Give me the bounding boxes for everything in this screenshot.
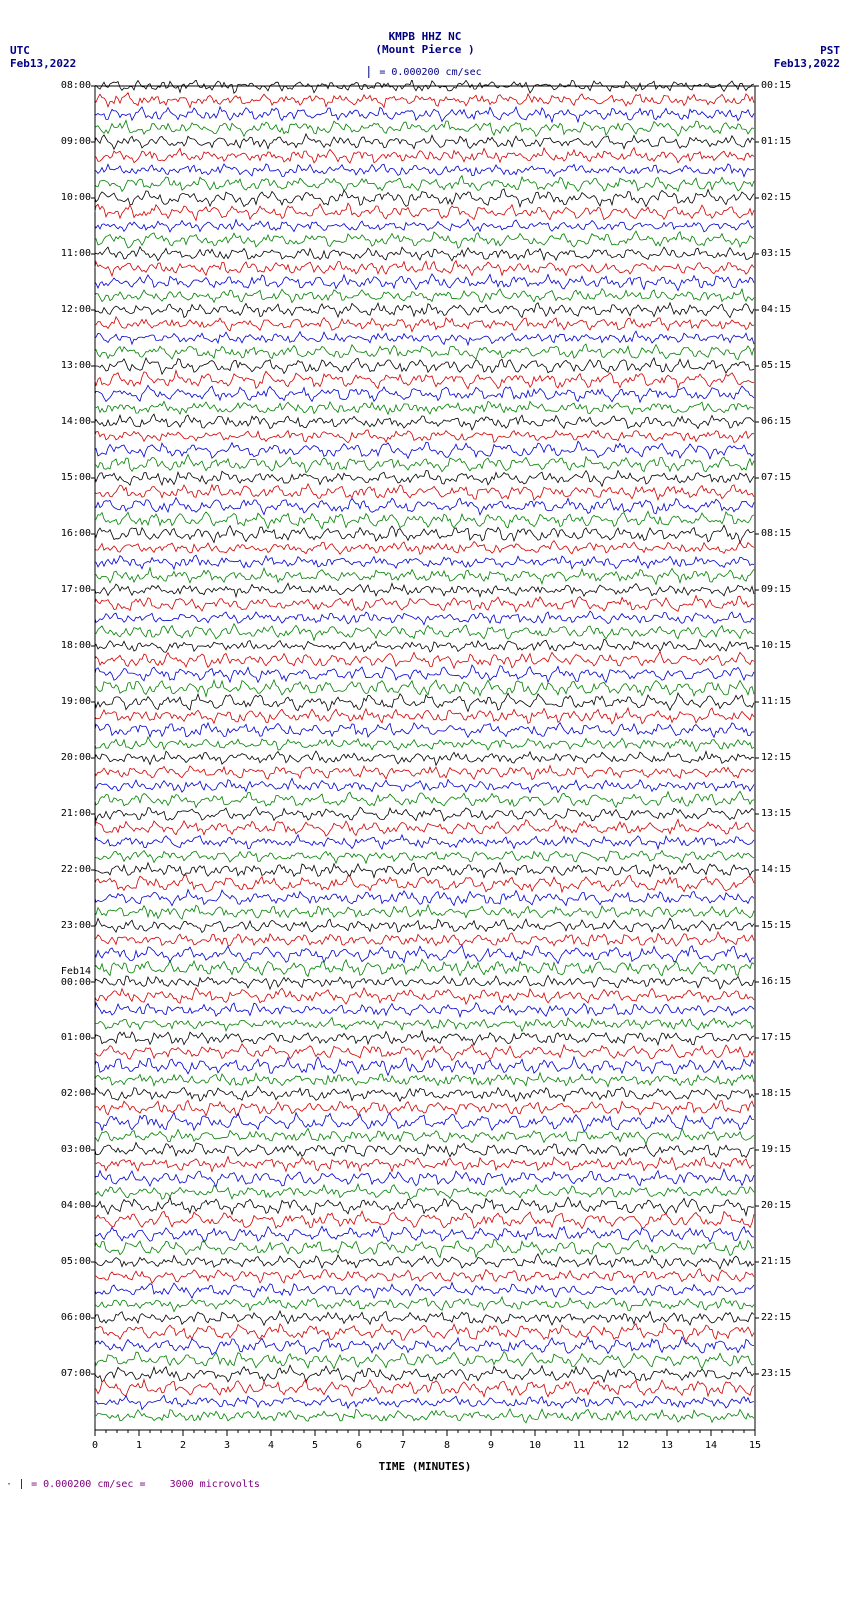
pst-time-label: 11:15: [761, 696, 791, 707]
utc-time-label: 07:00: [61, 1368, 91, 1379]
utc-time-label: 04:00: [61, 1200, 91, 1211]
utc-time-label: 17:00: [61, 584, 91, 595]
pst-time-label: 13:15: [761, 808, 791, 819]
svg-text:1: 1: [136, 1440, 142, 1451]
utc-time-label: 01:00: [61, 1032, 91, 1043]
utc-time-label: 19:00: [61, 696, 91, 707]
svg-text:8: 8: [444, 1440, 450, 1451]
pst-time-label: 14:15: [761, 864, 791, 875]
utc-time-label: 13:00: [61, 360, 91, 371]
pst-time-label: 07:15: [761, 472, 791, 483]
utc-time-label: 11:00: [61, 248, 91, 259]
pst-time-label: 20:15: [761, 1200, 791, 1211]
station-code: KMPB HHZ NC: [375, 30, 474, 43]
svg-text:2: 2: [180, 1440, 186, 1451]
pst-time-label: 12:15: [761, 752, 791, 763]
footer-scale-text: = 0.000200 cm/sec =: [31, 1479, 145, 1490]
utc-time-label: 16:00: [61, 528, 91, 539]
footer-bar-icon: [21, 1479, 22, 1489]
pst-time-label: 05:15: [761, 360, 791, 371]
pst-time-label: 15:15: [761, 920, 791, 931]
utc-time-label: 23:00: [61, 920, 91, 931]
svg-text:7: 7: [400, 1440, 406, 1451]
pst-time-label: 16:15: [761, 976, 791, 987]
tz-right-label: PST: [774, 44, 840, 57]
date-right: Feb13,2022: [774, 57, 840, 70]
utc-time-label: 12:00: [61, 304, 91, 315]
date-left: Feb13,2022: [10, 57, 76, 70]
pst-time-label: 17:15: [761, 1032, 791, 1043]
pst-time-label: 04:15: [761, 304, 791, 315]
pst-time-label: 18:15: [761, 1088, 791, 1099]
title-block: KMPB HHZ NC (Mount Pierce ): [375, 30, 474, 56]
utc-time-label: 22:00: [61, 864, 91, 875]
footer-microvolts: 3000 microvolts: [170, 1479, 260, 1490]
svg-text:5: 5: [312, 1440, 318, 1451]
pst-time-label: 06:15: [761, 416, 791, 427]
tz-left-label: UTC: [10, 44, 76, 57]
pst-time-label: 19:15: [761, 1144, 791, 1155]
svg-text:11: 11: [573, 1440, 585, 1451]
pst-time-label: 08:15: [761, 528, 791, 539]
utc-time-label: 18:00: [61, 640, 91, 651]
pst-time-label: 21:15: [761, 1256, 791, 1267]
pst-time-label: 22:15: [761, 1312, 791, 1323]
scale-legend: = 0.000200 cm/sec: [368, 66, 481, 78]
pst-time-label: 02:15: [761, 192, 791, 203]
seismogram-plot: 0123456789101112131415: [40, 80, 810, 1464]
plot-wrap: 0123456789101112131415 08:0009:0010:0011…: [0, 80, 850, 1464]
svg-text:15: 15: [749, 1440, 761, 1451]
utc-time-label: 05:00: [61, 1256, 91, 1267]
header: UTC Feb13,2022 KMPB HHZ NC (Mount Pierce…: [0, 0, 850, 80]
utc-time-label: 20:00: [61, 752, 91, 763]
utc-time-label: 06:00: [61, 1312, 91, 1323]
utc-time-label: 14:00: [61, 416, 91, 427]
station-location: (Mount Pierce ): [375, 43, 474, 56]
svg-text:6: 6: [356, 1440, 362, 1451]
utc-time-label: 08:00: [61, 80, 91, 91]
pst-time-label: 03:15: [761, 248, 791, 259]
footer-dot: ·: [6, 1479, 12, 1490]
pst-time-label: 23:15: [761, 1368, 791, 1379]
pst-time-label: 00:15: [761, 80, 791, 91]
utc-time-label: 03:00: [61, 1144, 91, 1155]
pst-time-label: 09:15: [761, 584, 791, 595]
tz-left-block: UTC Feb13,2022: [10, 44, 76, 70]
seismogram-container: UTC Feb13,2022 KMPB HHZ NC (Mount Pierce…: [0, 0, 850, 1490]
svg-text:14: 14: [705, 1440, 717, 1451]
scale-bar-icon: [368, 66, 369, 78]
utc-time-label: 21:00: [61, 808, 91, 819]
scale-legend-text: = 0.000200 cm/sec: [379, 67, 481, 78]
svg-text:9: 9: [488, 1440, 494, 1451]
utc-time-label: 02:00: [61, 1088, 91, 1099]
utc-time-label: 15:00: [61, 472, 91, 483]
svg-text:10: 10: [529, 1440, 541, 1451]
footer-scale: · = 0.000200 cm/sec = 3000 microvolts: [0, 1473, 850, 1490]
utc-time-label: 10:00: [61, 192, 91, 203]
utc-time-label: 09:00: [61, 136, 91, 147]
svg-text:4: 4: [268, 1440, 274, 1451]
pst-time-label: 01:15: [761, 136, 791, 147]
svg-text:0: 0: [92, 1440, 98, 1451]
svg-text:13: 13: [661, 1440, 673, 1451]
svg-text:12: 12: [617, 1440, 629, 1451]
pst-time-label: 10:15: [761, 640, 791, 651]
tz-right-block: PST Feb13,2022: [774, 44, 840, 70]
utc-time-label: Feb14 00:00: [61, 966, 91, 988]
svg-text:3: 3: [224, 1440, 230, 1451]
